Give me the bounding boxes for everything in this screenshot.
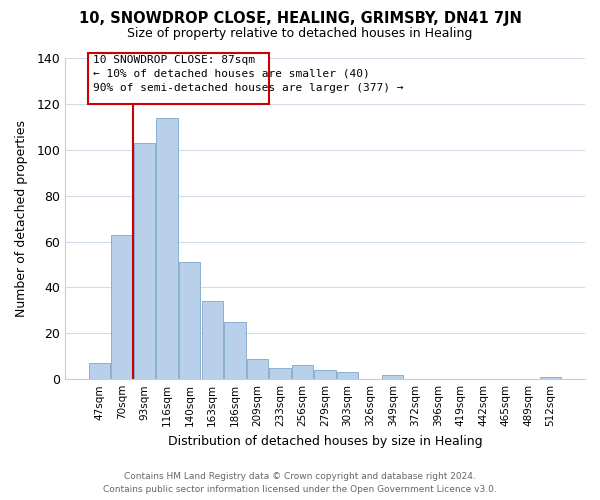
Bar — [224, 322, 245, 379]
Text: 10 SNOWDROP CLOSE: 87sqm
← 10% of detached houses are smaller (40)
90% of semi-d: 10 SNOWDROP CLOSE: 87sqm ← 10% of detach… — [92, 54, 403, 92]
X-axis label: Distribution of detached houses by size in Healing: Distribution of detached houses by size … — [168, 434, 482, 448]
Bar — [111, 234, 133, 379]
Bar — [202, 301, 223, 379]
Bar — [134, 143, 155, 379]
Bar — [89, 363, 110, 379]
FancyBboxPatch shape — [88, 54, 269, 104]
Bar — [157, 118, 178, 379]
Bar — [179, 262, 200, 379]
Bar — [337, 372, 358, 379]
Y-axis label: Number of detached properties: Number of detached properties — [15, 120, 28, 317]
Bar — [269, 368, 290, 379]
Bar — [382, 374, 403, 379]
Bar — [292, 366, 313, 379]
Bar — [247, 358, 268, 379]
Text: Size of property relative to detached houses in Healing: Size of property relative to detached ho… — [127, 27, 473, 40]
Text: Contains HM Land Registry data © Crown copyright and database right 2024.
Contai: Contains HM Land Registry data © Crown c… — [103, 472, 497, 494]
Bar — [540, 377, 562, 379]
Bar — [314, 370, 336, 379]
Text: 10, SNOWDROP CLOSE, HEALING, GRIMSBY, DN41 7JN: 10, SNOWDROP CLOSE, HEALING, GRIMSBY, DN… — [79, 11, 521, 26]
